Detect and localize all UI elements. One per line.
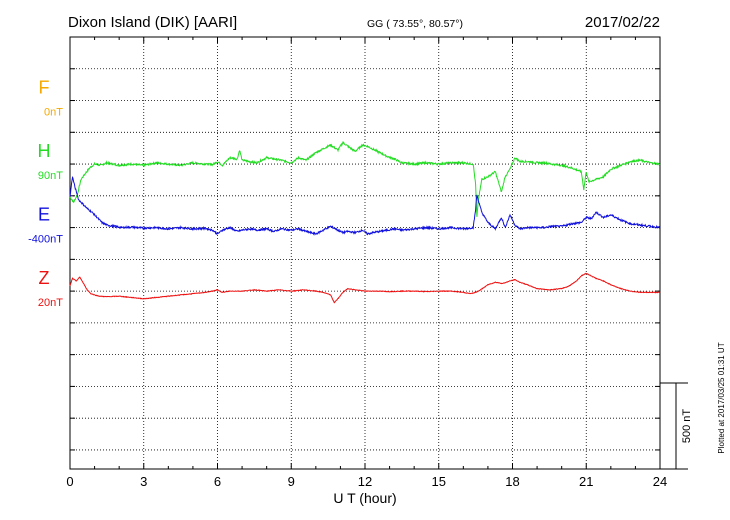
x-tick-label: 6 xyxy=(214,474,221,489)
x-tick-label: 15 xyxy=(432,474,446,489)
grid-lines xyxy=(70,37,660,469)
x-tick-label: 3 xyxy=(140,474,147,489)
series-name-Z: Z xyxy=(39,268,50,288)
chart-date: 2017/02/22 xyxy=(585,14,660,31)
x-tick-label: 12 xyxy=(358,474,372,489)
series-lines xyxy=(69,141,661,304)
x-tick-label: 9 xyxy=(288,474,295,489)
scale-bar-label: 500 nT xyxy=(681,409,693,444)
x-tick-label: 24 xyxy=(653,474,667,489)
x-tick-label: 0 xyxy=(66,474,73,489)
series-line-Z xyxy=(69,272,661,304)
series-name-E: E xyxy=(38,205,50,225)
series-line-H xyxy=(69,141,661,217)
series-baseline-label-H: 90nT xyxy=(38,170,63,182)
series-baseline-label-E: -400nT xyxy=(28,234,63,246)
plotted-timestamp: Plotted at 2017/03/25 01:31 UT xyxy=(717,342,726,453)
x-axis-label: U T (hour) xyxy=(333,490,396,506)
station-title: Dixon Island (DIK) [AARI] xyxy=(68,14,237,31)
station-coordinates: GG ( 73.55°, 80.57°) xyxy=(367,18,463,30)
x-axis-ticks: 0 3 6 9 12 15 18 21 24 xyxy=(66,37,667,489)
x-tick-label: 18 xyxy=(505,474,519,489)
x-tick-label: 21 xyxy=(579,474,593,489)
series-name-H: H xyxy=(38,141,51,161)
series-name-F: F xyxy=(39,78,50,98)
series-line-E xyxy=(69,176,661,236)
scale-bar: 500 nT xyxy=(660,382,693,470)
series-labels: F 0nT H 90nT E -400nT Z 20nT xyxy=(28,78,63,310)
series-baseline-label-F: 0nT xyxy=(44,107,63,119)
series-baseline-label-Z: 20nT xyxy=(38,297,63,309)
